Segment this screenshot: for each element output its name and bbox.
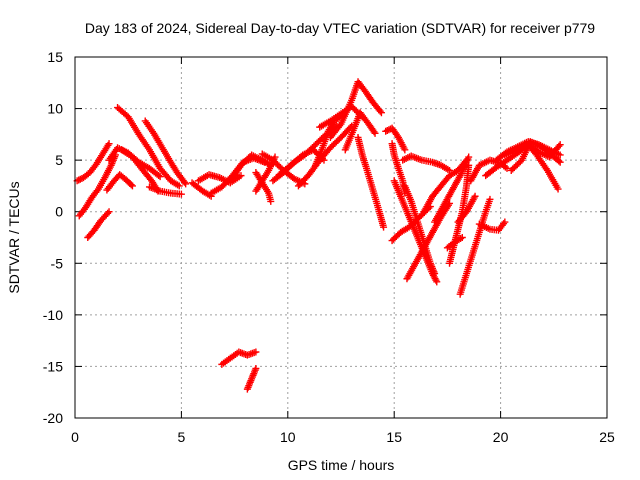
series-arc-10 — [188, 179, 215, 200]
data-point — [465, 161, 473, 169]
x-axis-label: GPS time / hours — [288, 457, 395, 473]
data-point — [556, 158, 564, 166]
data-point — [486, 195, 494, 203]
data-point — [465, 153, 473, 161]
data-point — [371, 129, 379, 137]
data-point — [75, 176, 83, 184]
data-point — [252, 364, 260, 372]
data-point — [376, 107, 384, 115]
grid-lines — [75, 57, 607, 418]
data-point — [501, 218, 509, 226]
y-tick-label: 10 — [47, 101, 63, 117]
data-point — [433, 278, 441, 286]
series-arc-08 — [141, 117, 190, 188]
data-point — [175, 182, 183, 190]
chart-title: Day 183 of 2024, Sidereal Day-to-day VTE… — [85, 20, 595, 36]
data-point — [401, 146, 409, 154]
series-arc-04 — [103, 171, 136, 194]
data-point — [370, 128, 378, 136]
series-arc-32 — [401, 182, 439, 278]
y-tick-label: 5 — [55, 152, 63, 168]
data-point — [104, 209, 112, 217]
data-point — [555, 142, 563, 150]
y-tick-label: 15 — [47, 49, 63, 65]
data-point — [556, 151, 564, 159]
data-point — [554, 185, 562, 193]
data-points — [73, 78, 564, 393]
series-arc-38 — [454, 192, 479, 226]
data-point — [252, 348, 260, 356]
series-arc-07 — [118, 146, 162, 195]
series-arc-24 — [326, 78, 385, 141]
y-axis-label: SDTVAR / TECUs — [6, 181, 22, 293]
x-tick-label: 15 — [386, 429, 402, 445]
plot-frame — [74, 56, 608, 419]
data-point — [382, 127, 390, 135]
axis-ticks: 0 5 10 15 20 25 -20 -15 -10 -5 0 5 10 15 — [43, 49, 615, 445]
series-arc-31 — [399, 152, 454, 174]
data-point — [128, 182, 136, 190]
y-tick-label: 0 — [55, 204, 63, 220]
data-point — [105, 208, 113, 216]
x-tick-label: 25 — [599, 429, 615, 445]
series-arc-01 — [73, 140, 113, 185]
series-arc-25 — [341, 109, 379, 154]
x-tick-label: 5 — [178, 429, 186, 445]
x-tick-label: 20 — [493, 429, 509, 445]
series-arc-16 — [218, 348, 260, 368]
y-tick-label: -15 — [43, 358, 63, 374]
y-tick-label: -5 — [51, 255, 64, 271]
x-tick-label: 0 — [71, 429, 79, 445]
data-point — [155, 171, 163, 179]
data-point — [556, 141, 564, 149]
data-point — [555, 157, 563, 165]
series-arc-17 — [243, 364, 260, 393]
data-point — [156, 173, 164, 181]
data-point — [377, 109, 385, 117]
data-point — [182, 180, 190, 188]
data-point — [458, 234, 466, 241]
series-arc-09 — [145, 183, 185, 198]
series-arc-26 — [354, 133, 388, 231]
y-tick-label: -10 — [43, 307, 63, 323]
series-arc-15 — [252, 169, 275, 205]
data-point — [127, 181, 135, 189]
data-point — [383, 126, 391, 134]
series-arc-03 — [84, 208, 113, 241]
data-point — [76, 175, 84, 183]
data-point — [471, 192, 479, 200]
data-point — [380, 223, 388, 231]
series-arc-06 — [114, 104, 183, 190]
series-arc-35 — [431, 153, 473, 226]
x-tick-label: 10 — [280, 429, 296, 445]
series-arc-41 — [475, 218, 509, 234]
series-arc-28 — [388, 140, 409, 197]
data-point — [237, 172, 245, 180]
data-point — [431, 270, 439, 278]
y-tick-label: -20 — [43, 410, 63, 426]
series-arc-13 — [226, 151, 275, 185]
series-arc-27 — [382, 124, 409, 154]
data-point — [177, 190, 185, 198]
series-arc-02 — [75, 151, 119, 220]
series-arc-11 — [194, 171, 245, 187]
series-arc-45 — [501, 141, 564, 161]
data-point — [105, 140, 113, 148]
data-point — [180, 178, 188, 186]
data-point — [267, 197, 275, 205]
